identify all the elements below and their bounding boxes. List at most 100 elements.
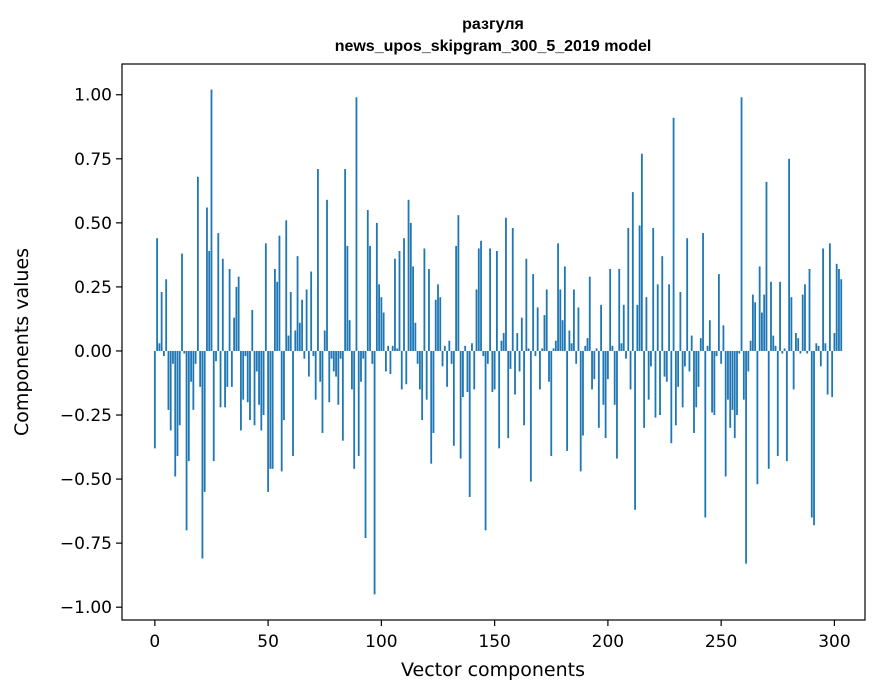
bar-component-232 [679,292,682,351]
bar-component-148 [489,248,492,351]
bar-component-247 [713,350,716,416]
bar-component-126 [439,297,442,351]
bar-component-93 [364,350,367,539]
bar-component-38 [240,350,242,431]
bar-component-18 [194,350,197,364]
bar-component-219 [650,350,652,367]
bar-component-171 [541,348,544,351]
bar-component-194 [593,350,596,380]
bar-component-201 [609,268,612,351]
bar-component-124 [434,299,437,351]
bar-component-2 [158,343,161,351]
bar-component-132 [452,350,455,446]
bar-component-301 [835,263,838,351]
bar-component-128 [443,345,446,351]
bar-component-139 [468,350,471,498]
bar-component-198 [602,350,605,405]
bar-component-173 [545,289,548,351]
bar-component-268 [761,312,763,351]
bar-component-231 [677,350,680,387]
bar-component-53 [273,268,276,351]
bar-component-224 [661,256,664,351]
bar-component-258 [738,350,741,354]
bar-component-293 [817,345,820,351]
bar-component-202 [611,345,614,351]
bar-component-283 [795,333,797,351]
bar-component-12 [181,253,183,351]
bar-component-177 [554,340,557,351]
bar-component-254 [729,350,732,428]
bar-component-270 [765,181,768,351]
bar-component-100 [380,297,383,351]
bar-component-83 [341,350,344,441]
bar-component-250 [720,350,723,364]
bar-component-112 [407,199,410,351]
bar-component-186 [575,350,578,364]
bar-component-129 [446,350,448,387]
bar-component-102 [384,350,387,372]
bar-component-120 [425,350,428,400]
bar-component-114 [412,266,414,351]
bar-component-41 [246,350,249,403]
bar-component-276 [779,281,781,351]
bar-component-225 [663,350,666,377]
bar-component-70 [312,350,315,357]
bar-component-191 [586,338,589,351]
bar-component-252 [724,350,727,477]
bar-component-179 [559,289,562,351]
y-tick-label: −0.75 [60,534,112,554]
bar-component-142 [475,289,478,351]
bar-component-104 [389,350,392,375]
bar-component-289 [808,268,811,351]
bar-component-269 [763,294,766,351]
bar-component-106 [394,258,396,351]
bar-component-272 [770,281,772,351]
bar-component-89 [355,97,358,351]
bar-component-45 [255,350,258,372]
bar-component-134 [457,215,460,351]
bar-component-143 [477,248,480,351]
bar-component-131 [450,350,453,364]
bar-component-7 [169,350,172,431]
bar-component-157 [509,350,512,369]
bar-component-176 [552,348,555,351]
bar-component-69 [310,271,313,351]
bar-component-239 [695,350,698,408]
bar-component-47 [260,350,263,431]
bar-component-174 [548,350,550,382]
bar-component-42 [249,350,251,421]
bar-component-1 [156,238,159,351]
bar-component-92 [362,350,365,359]
bar-component-79 [332,350,335,372]
bar-component-262 [747,350,750,372]
y-tick-label: −1.00 [60,598,112,618]
x-tick-label: 150 [478,632,510,652]
bar-component-178 [557,243,559,351]
bar-component-233 [681,350,684,408]
bar-component-107 [396,348,399,351]
y-tick-label: 0.75 [74,150,112,170]
bar-component-108 [398,251,401,351]
bar-component-66 [303,350,306,359]
plot-frame [121,63,866,621]
bar-component-34 [230,350,233,387]
bar-component-90 [357,350,360,457]
chart-title-line-1: разгуля [462,16,524,33]
bar-component-210 [629,350,632,390]
bar-component-167 [532,274,535,351]
bar-component-291 [813,350,815,526]
bar-component-286 [801,294,804,351]
bar-component-59 [287,335,290,351]
x-axis-label: Vector components [401,659,585,681]
bar-component-80 [335,350,337,377]
y-tick-label: 1.00 [74,86,112,106]
bar-component-214 [638,225,641,351]
bar-component-154 [502,333,505,351]
bar-component-43 [251,309,254,351]
bar-component-235 [686,238,689,351]
bar-component-216 [643,350,646,428]
bar-component-236 [688,350,691,372]
bar-component-44 [253,350,256,426]
bar-component-275 [776,350,779,457]
bar-component-159 [514,350,516,395]
